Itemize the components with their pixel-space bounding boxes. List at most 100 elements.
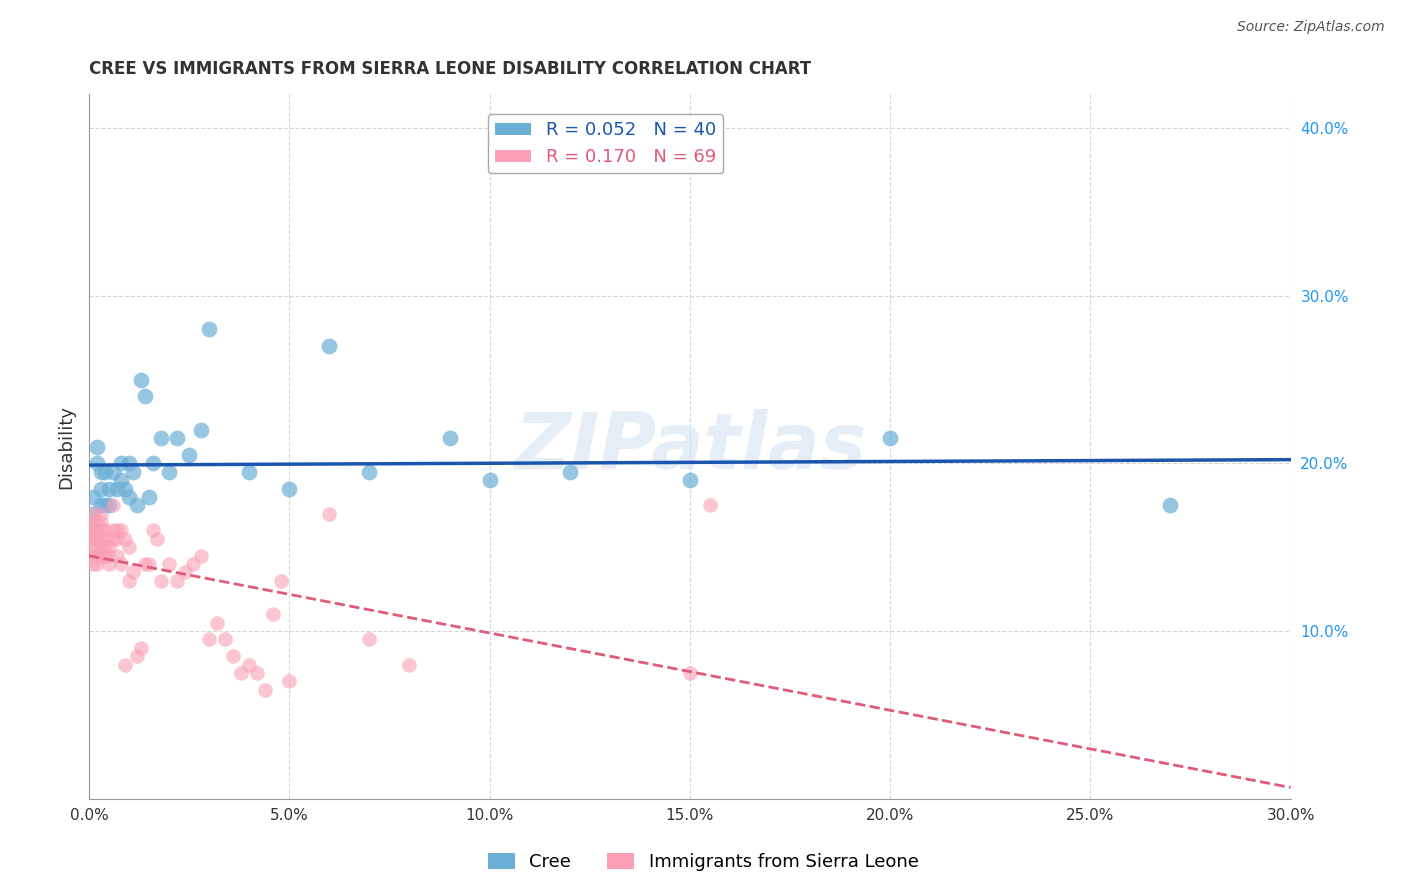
Point — [118, 540, 141, 554]
Text: CREE VS IMMIGRANTS FROM SIERRA LEONE DISABILITY CORRELATION CHART: CREE VS IMMIGRANTS FROM SIERRA LEONE DIS… — [89, 60, 811, 78]
Point — [110, 557, 132, 571]
Point — [82, 549, 104, 563]
Point — [82, 515, 104, 529]
Legend: R = 0.052   N = 40, R = 0.170   N = 69: R = 0.052 N = 40, R = 0.170 N = 69 — [488, 114, 723, 174]
Point — [190, 549, 212, 563]
Point — [699, 498, 721, 512]
Point — [86, 557, 108, 571]
Point — [94, 465, 117, 479]
Point — [166, 431, 188, 445]
Point — [94, 549, 117, 563]
Point — [82, 540, 104, 554]
Point — [359, 465, 381, 479]
Point — [174, 566, 197, 580]
Point — [90, 507, 112, 521]
Point — [190, 423, 212, 437]
Point — [105, 524, 128, 538]
Point — [134, 389, 156, 403]
Point — [94, 524, 117, 538]
Point — [86, 456, 108, 470]
Point — [118, 574, 141, 588]
Point — [110, 456, 132, 470]
Point — [1159, 498, 1181, 512]
Point — [127, 649, 149, 664]
Point — [134, 557, 156, 571]
Point — [142, 524, 165, 538]
Point — [278, 482, 301, 496]
Point — [90, 540, 112, 554]
Point — [118, 490, 141, 504]
Point — [558, 465, 581, 479]
Point — [105, 532, 128, 546]
Point — [90, 515, 112, 529]
Point — [166, 574, 188, 588]
Point — [207, 615, 229, 630]
Point — [118, 456, 141, 470]
Point — [181, 557, 204, 571]
Point — [231, 665, 253, 680]
Point — [94, 498, 117, 512]
Text: Source: ZipAtlas.com: Source: ZipAtlas.com — [1237, 20, 1385, 34]
Point — [90, 549, 112, 563]
Point — [142, 456, 165, 470]
Point — [82, 507, 104, 521]
Point — [679, 665, 702, 680]
Point — [86, 440, 108, 454]
Point — [214, 632, 236, 647]
Point — [82, 524, 104, 538]
Point — [222, 649, 245, 664]
Point — [179, 448, 201, 462]
Point — [478, 473, 501, 487]
Point — [94, 540, 117, 554]
Point — [246, 665, 269, 680]
Point — [86, 524, 108, 538]
Point — [82, 532, 104, 546]
Point — [254, 682, 277, 697]
Point — [82, 524, 104, 538]
Point — [318, 507, 340, 521]
Point — [114, 532, 136, 546]
Point — [86, 540, 108, 554]
Y-axis label: Disability: Disability — [58, 405, 75, 489]
Point — [86, 549, 108, 563]
Point — [150, 574, 173, 588]
Point — [82, 507, 104, 521]
Point — [398, 657, 420, 672]
Point — [98, 482, 121, 496]
Point — [122, 465, 145, 479]
Point — [98, 498, 121, 512]
Point — [278, 674, 301, 689]
Point — [157, 557, 180, 571]
Point — [90, 498, 112, 512]
Point — [101, 524, 124, 538]
Point — [879, 431, 901, 445]
Point — [270, 574, 292, 588]
Point — [146, 532, 169, 546]
Point — [86, 532, 108, 546]
Point — [359, 632, 381, 647]
Point — [86, 532, 108, 546]
Point — [318, 339, 340, 353]
Point — [110, 473, 132, 487]
Point — [82, 490, 104, 504]
Point — [90, 524, 112, 538]
Point — [110, 524, 132, 538]
Point — [439, 431, 461, 445]
Point — [138, 557, 160, 571]
Point — [198, 322, 221, 336]
Point — [138, 490, 160, 504]
Point — [129, 640, 152, 655]
Point — [90, 465, 112, 479]
Legend: Cree, Immigrants from Sierra Leone: Cree, Immigrants from Sierra Leone — [481, 846, 925, 879]
Point — [98, 540, 121, 554]
Point — [101, 532, 124, 546]
Point — [90, 482, 112, 496]
Text: ZIPatlas: ZIPatlas — [513, 409, 866, 484]
Point — [238, 465, 260, 479]
Point — [98, 557, 121, 571]
Point — [238, 657, 260, 672]
Point — [105, 482, 128, 496]
Point — [86, 515, 108, 529]
Point — [262, 607, 284, 622]
Point — [114, 657, 136, 672]
